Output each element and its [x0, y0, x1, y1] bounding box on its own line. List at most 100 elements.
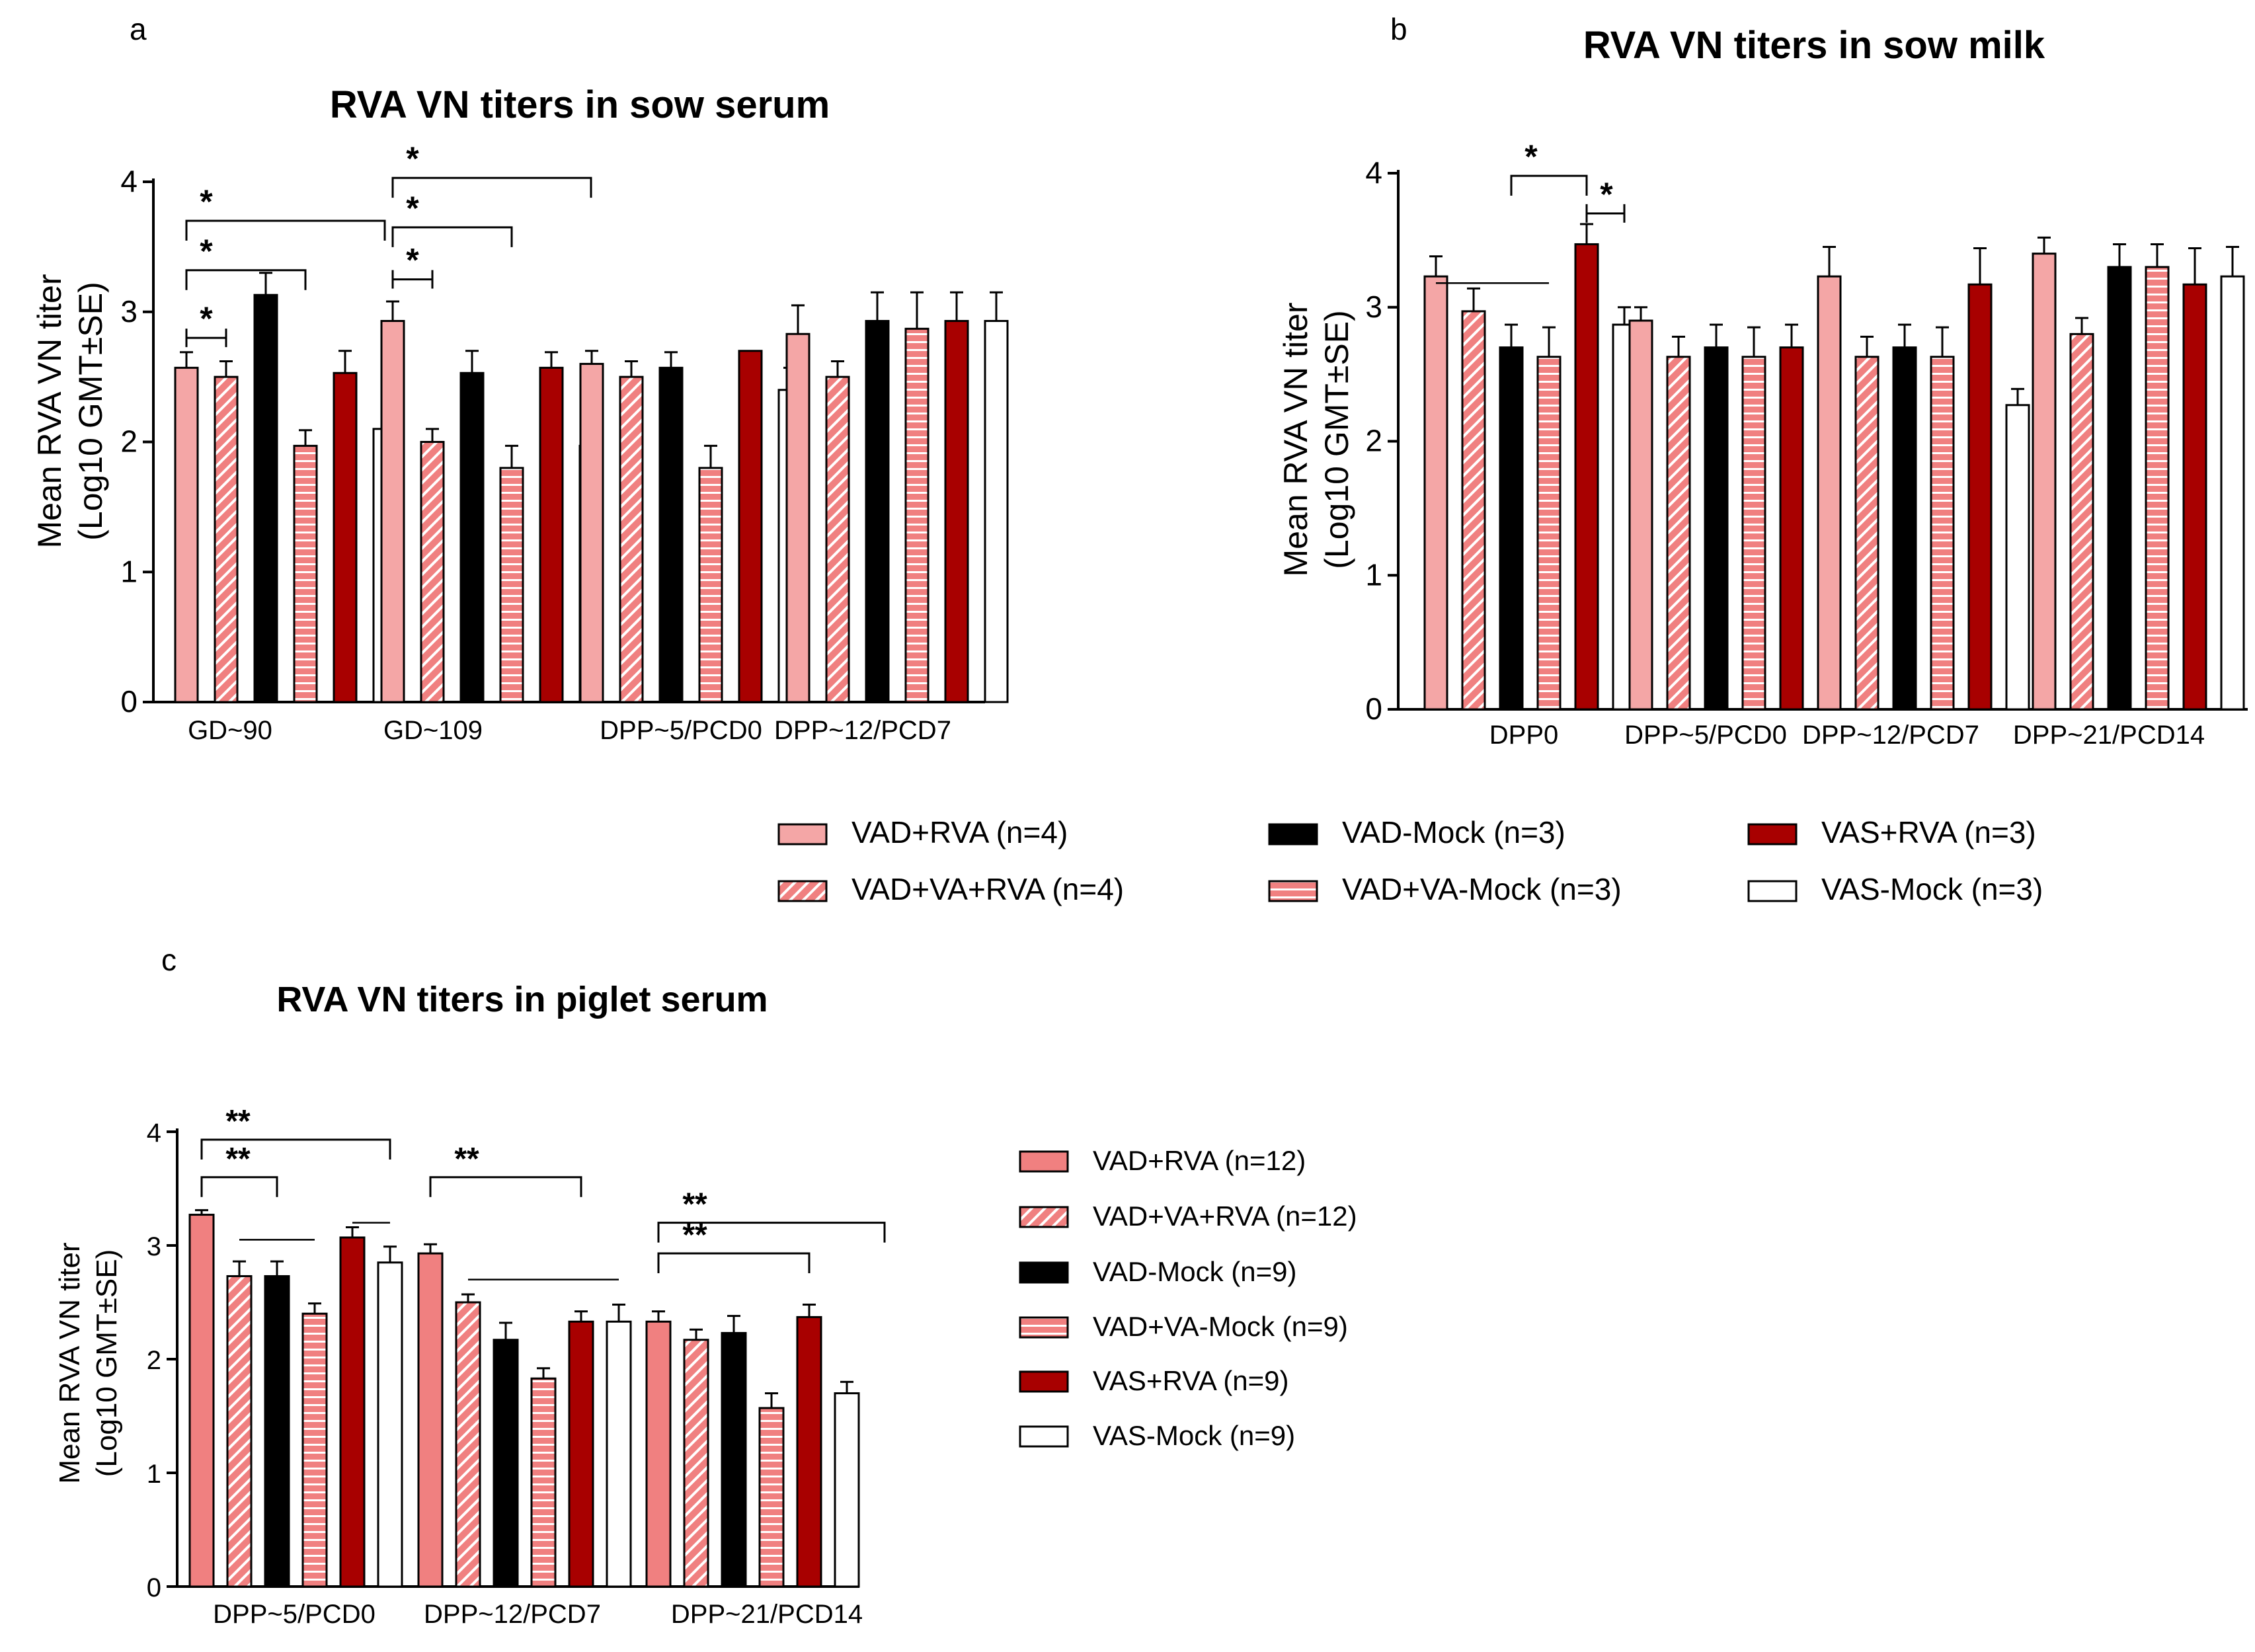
y-tick-label: 0 [120, 684, 138, 719]
bar [493, 1339, 519, 1588]
legend-c: VAD+RVA (n=12) VAD+VA+RVA (n=12) VAD-Mock … [1019, 1145, 1357, 1451]
bar [1423, 275, 1448, 711]
panel-c-ylabel-line1: Mean RVA VN titer [54, 1242, 86, 1483]
bar [2069, 333, 2094, 711]
bar [253, 294, 278, 703]
panel-a-ylabel-line2: (Log10 GMT±SE) [72, 282, 109, 540]
bar [214, 375, 239, 703]
y-tick-label: 2 [147, 1346, 161, 1375]
sig-bracket [657, 1252, 811, 1274]
panel-c: c RVA VN titers in piglet serum Mean RVA… [54, 943, 886, 1629]
legend-label: VAD-Mock (n=3) [1342, 815, 1565, 849]
panel-a-title: RVA VN titers in sow serum [330, 83, 830, 126]
bar [459, 372, 485, 703]
y-tick-label: 3 [147, 1232, 161, 1261]
legend-label: VAD+VA+RVA (n=12) [1093, 1200, 1357, 1232]
sig-bracket [391, 177, 592, 198]
sig-label: * [406, 140, 419, 177]
legend-swatch [1747, 823, 1798, 846]
x-category-label: GD~109 [383, 716, 483, 745]
panel-a-label: a [130, 12, 147, 46]
bar [904, 327, 930, 703]
bar [301, 1312, 328, 1588]
panel-c-label: c [161, 943, 177, 977]
bar [645, 1320, 672, 1588]
legend-swatch [1019, 1150, 1069, 1173]
bar [2145, 266, 2170, 711]
legend-label: VAS-Mock (n=9) [1093, 1420, 1295, 1451]
bar [174, 366, 199, 703]
legend-swatch [777, 823, 828, 846]
bar [380, 320, 405, 703]
y-tick-label: 0 [1365, 691, 1382, 726]
x-category-label: DPP~5/PCD0 [213, 1600, 376, 1629]
legend-swatch [1268, 823, 1318, 846]
legend-label: VAD+RVA (n=12) [1093, 1145, 1306, 1176]
bar [293, 444, 318, 703]
bar [2220, 275, 2245, 711]
legend-swatch [1747, 880, 1798, 902]
legend-swatch [1019, 1316, 1069, 1339]
bar [2182, 283, 2207, 711]
legend-swatch [1019, 1261, 1069, 1284]
sig-bracket [200, 1176, 278, 1197]
legend-label: VAD+VA-Mock (n=3) [1342, 872, 1622, 906]
bar [2032, 253, 2057, 711]
bar [455, 1301, 481, 1588]
bar [1854, 356, 1879, 711]
y-tick-label: 3 [120, 294, 138, 329]
bar [796, 1316, 822, 1588]
bar [738, 350, 763, 703]
legend-swatch [1268, 880, 1318, 902]
y-tick-label: 4 [147, 1119, 161, 1148]
bar [333, 372, 358, 703]
bar [984, 320, 1009, 703]
bar [944, 320, 969, 703]
legend-label: VAS+RVA (n=9) [1093, 1365, 1289, 1396]
y-tick-label: 4 [1365, 155, 1382, 190]
sig-label: * [406, 190, 419, 227]
sig-label: ** [225, 1104, 251, 1139]
y-tick-label: 0 [147, 1573, 161, 1602]
legend-label: VAS-Mock (n=3) [1821, 872, 2043, 906]
legend-swatch [1019, 1425, 1069, 1448]
bar [721, 1331, 747, 1588]
legend-label: VAD+VA-Mock (n=9) [1093, 1311, 1348, 1342]
panel-a-ylabel-line1: Mean RVA VN titer [31, 274, 68, 549]
sig-bracket [185, 269, 307, 290]
y-tick-label: 3 [1365, 290, 1382, 324]
bar [377, 1261, 403, 1588]
panel-a: a RVA VN titers in sow serum Mean RVA VN… [31, 12, 1009, 745]
x-category-label: DPP~12/PCD7 [774, 716, 951, 745]
x-category-label: GD~90 [188, 716, 272, 745]
bar [1930, 356, 1955, 711]
bar [420, 441, 445, 703]
y-tick-label: 1 [147, 1460, 161, 1489]
bar [1741, 356, 1766, 711]
bar [658, 366, 684, 703]
sig-label: * [406, 242, 419, 279]
sig-label: ** [225, 1142, 251, 1177]
panel-b-title: RVA VN titers in sow milk [1583, 24, 2045, 67]
bar [226, 1275, 253, 1588]
bar [339, 1236, 366, 1588]
bar [1704, 346, 1729, 711]
bar [1499, 346, 1524, 711]
x-category-label: DPP~21/PCD14 [2013, 721, 2205, 750]
bar [1666, 356, 1691, 711]
bar [1817, 275, 1842, 711]
bar [606, 1320, 632, 1588]
bar [758, 1407, 785, 1588]
y-tick-label: 1 [120, 554, 138, 588]
bar [539, 366, 564, 703]
bar [1779, 346, 1804, 711]
bar [865, 320, 890, 703]
sig-bracket [1510, 175, 1588, 196]
bar [530, 1377, 557, 1588]
x-category-label: DPP~12/PCD7 [424, 1600, 601, 1629]
bar [2005, 404, 2030, 711]
sig-label: * [200, 183, 213, 220]
bar [499, 467, 524, 703]
bar [825, 375, 850, 703]
